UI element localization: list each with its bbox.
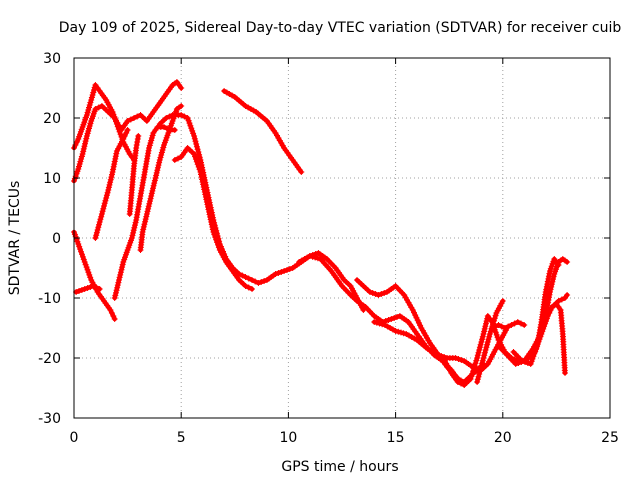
y-tick-label: -30	[38, 411, 61, 427]
x-tick-label: 25	[601, 430, 619, 446]
data-series	[111, 124, 178, 301]
data-series	[549, 292, 571, 310]
plus-markers	[111, 124, 178, 301]
data-series	[221, 88, 305, 175]
grid	[74, 58, 610, 418]
y-tick-label: -20	[38, 351, 61, 367]
x-tick-label: 15	[387, 430, 405, 446]
data-series	[296, 253, 487, 385]
plus-markers	[549, 292, 571, 310]
x-tick-label: 20	[494, 430, 512, 446]
plus-markers	[221, 88, 305, 175]
data-series	[126, 133, 142, 217]
y-tick-label: 20	[43, 111, 61, 127]
data-series	[71, 229, 118, 322]
data-series	[92, 127, 131, 241]
y-tick-label: 0	[52, 231, 61, 247]
x-tick-label: 10	[279, 430, 297, 446]
plus-markers	[71, 229, 118, 322]
plus-markers	[118, 79, 185, 133]
y-tick-label: -10	[38, 291, 61, 307]
chart-title: Day 109 of 2025, Sidereal Day-to-day VTE…	[59, 20, 622, 36]
data-series	[171, 145, 255, 292]
x-tick-label: 5	[177, 430, 186, 446]
data-series	[489, 319, 528, 331]
y-tick-label: 10	[43, 171, 61, 187]
plus-markers	[156, 112, 367, 313]
data-series	[371, 319, 511, 373]
plus-markers	[296, 253, 487, 385]
series-track	[526, 301, 568, 376]
plus-markers	[489, 319, 528, 331]
plus-markers	[73, 283, 103, 295]
data-series	[156, 112, 367, 313]
plus-markers	[126, 133, 142, 217]
data-series	[71, 103, 125, 184]
y-axis-label: SDTVAR / TECUs	[7, 181, 23, 296]
data-series	[510, 256, 562, 367]
plus-markers	[92, 127, 131, 241]
plus-markers	[171, 145, 255, 292]
y-tick-label: 30	[43, 51, 61, 67]
axes: 0 5 10 15 20 25 -30 -20 -10 0 10 20 30	[38, 51, 619, 446]
x-axis-label: GPS time / hours	[281, 459, 398, 475]
data-series-group	[71, 79, 571, 388]
x-tick-label: 0	[70, 430, 79, 446]
data-series	[73, 283, 103, 295]
plus-markers	[71, 103, 125, 184]
data-series	[118, 79, 185, 133]
plus-markers	[137, 103, 185, 253]
